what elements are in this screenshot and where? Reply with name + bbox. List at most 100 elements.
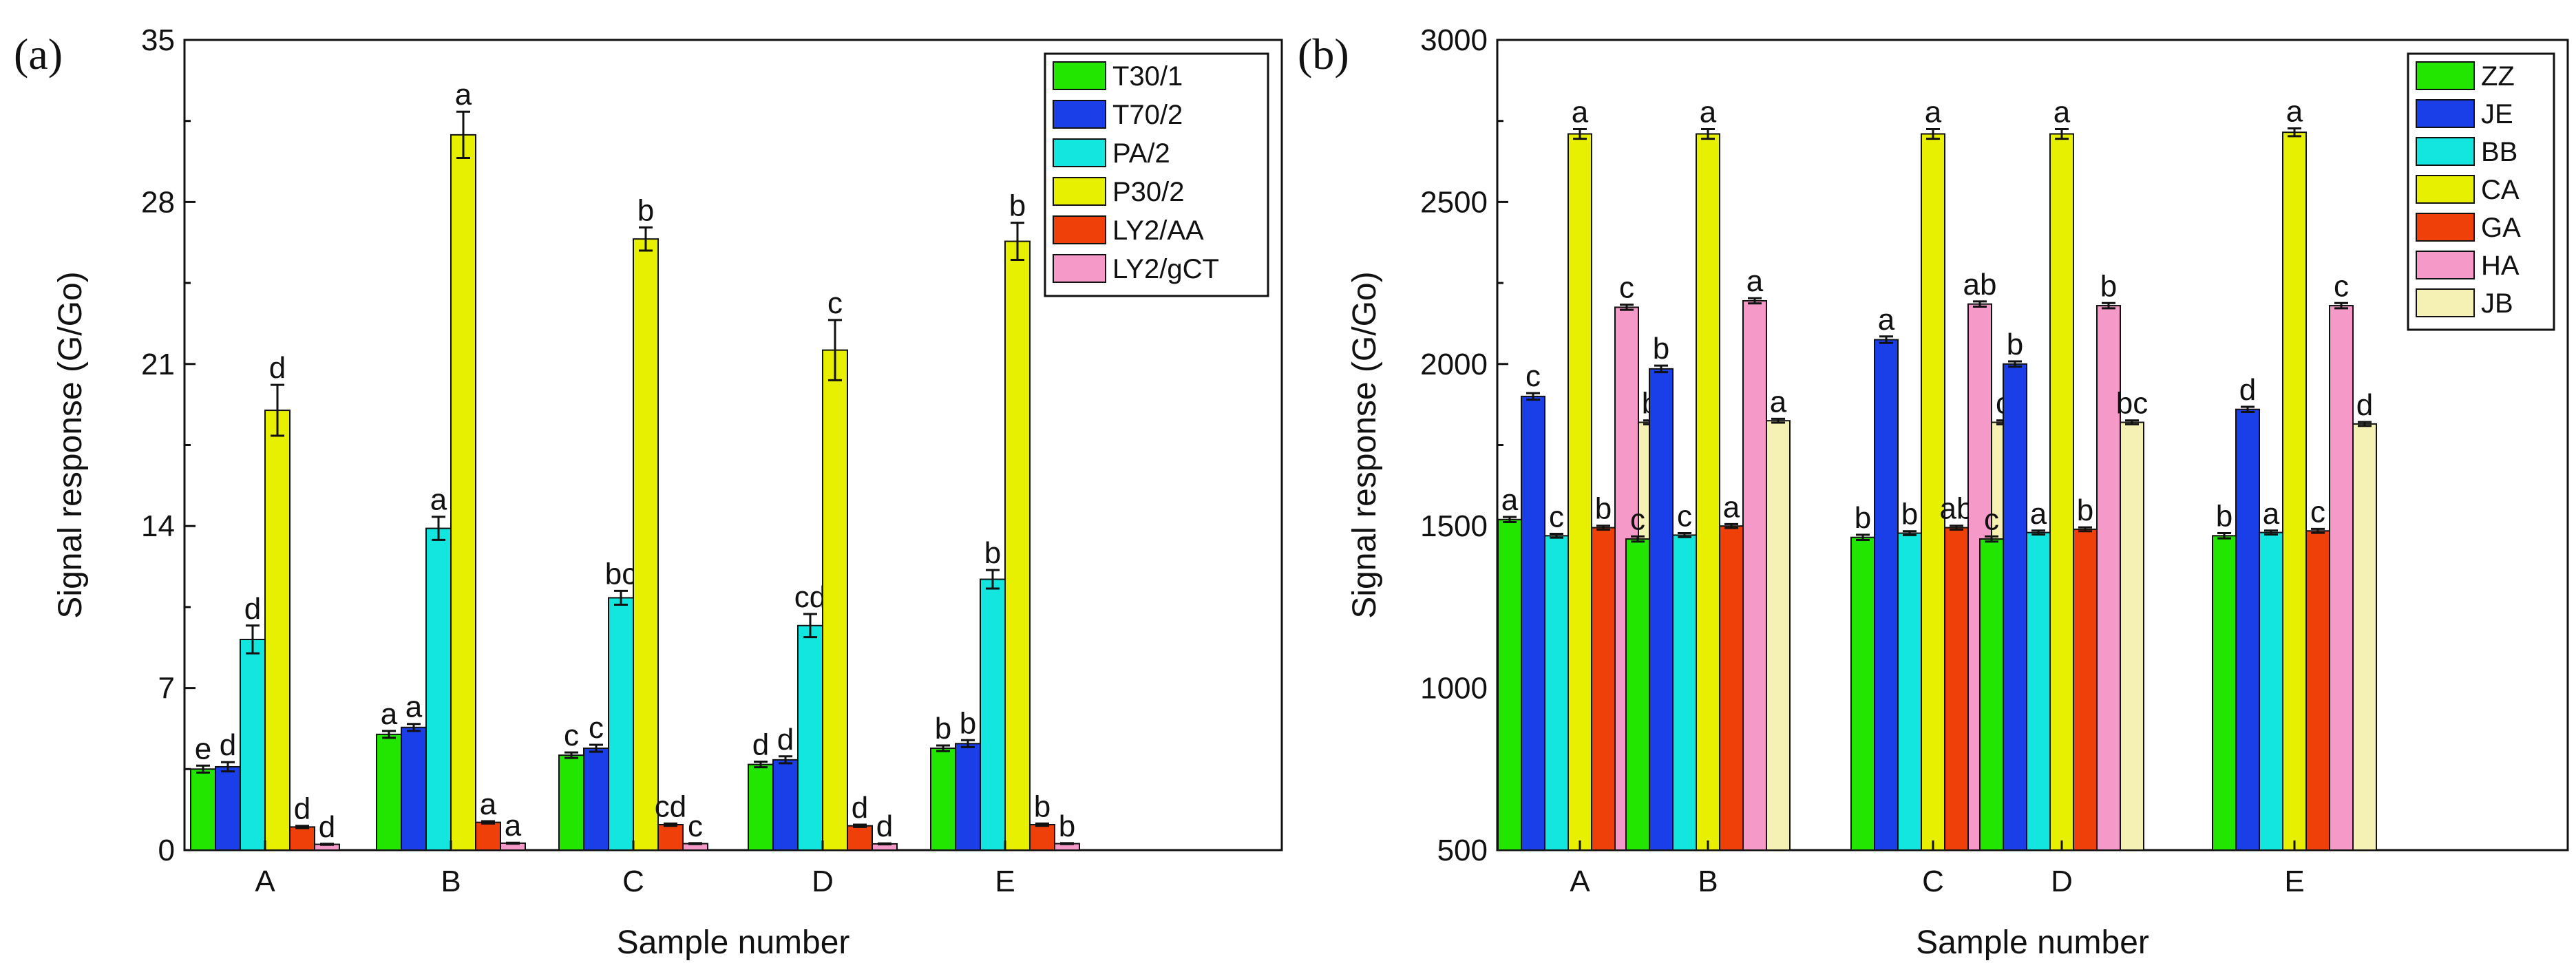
significance-letter: b: [1901, 498, 1918, 531]
significance-letter: c: [589, 711, 604, 745]
bar: [2235, 408, 2260, 851]
bar: [822, 349, 848, 851]
bar: [980, 578, 1006, 851]
bar: [657, 824, 684, 851]
y-axis-label: Signal response (G/Go): [1347, 271, 1383, 618]
significance-letter: cd: [794, 580, 826, 614]
bar: [2259, 531, 2283, 851]
significance-letter: d: [2239, 373, 2256, 407]
bar: [1897, 532, 1922, 851]
significance-letter: d: [294, 792, 310, 826]
panel-label: (b): [1298, 30, 1349, 78]
significance-letter: b: [1855, 501, 1871, 535]
bar: [1719, 525, 1744, 851]
significance-letter: b: [984, 536, 1001, 570]
bar: [772, 759, 799, 851]
significance-letter: c: [2310, 495, 2325, 529]
bar: [1649, 368, 1674, 851]
significance-letter: b: [1009, 189, 1026, 223]
legend-label: JE: [2481, 99, 2513, 129]
x-tick-label: B: [441, 865, 461, 898]
bar: [1029, 824, 1055, 851]
y-tick-label: 7: [158, 672, 175, 706]
bar: [2096, 305, 2121, 851]
significance-letter: c: [1549, 500, 1564, 533]
bar: [1567, 133, 1592, 851]
y-tick-label: 1500: [1420, 509, 1488, 543]
significance-letter: b: [2216, 500, 2232, 533]
x-tick-label: D: [812, 865, 834, 898]
bar: [2120, 421, 2144, 851]
bar: [289, 826, 315, 851]
significance-letter: a: [2286, 95, 2303, 129]
bar: [2049, 133, 2074, 851]
x-axis-label: Sample number: [1916, 924, 2149, 961]
significance-letter: c: [1630, 502, 1645, 536]
significance-letter: a: [480, 787, 497, 821]
bar: [2003, 363, 2027, 851]
x-axis-label: Sample number: [617, 924, 850, 961]
legend-label: CA: [2481, 175, 2520, 205]
x-tick-label: B: [1698, 865, 1718, 898]
bar: [264, 410, 291, 851]
bar: [1521, 395, 1545, 851]
significance-letter: a: [2054, 95, 2071, 129]
bar: [1591, 527, 1616, 851]
legend-swatch: [2416, 137, 2475, 166]
significance-letter: c: [2334, 269, 2349, 303]
x-tick-label: D: [2051, 865, 2073, 898]
significance-letter: ab: [1963, 268, 1997, 301]
significance-letter: b: [1034, 790, 1051, 823]
significance-letter: b: [1595, 492, 1612, 526]
significance-letter: e: [195, 732, 211, 765]
bar: [1874, 339, 1899, 851]
y-tick-label: 2500: [1420, 185, 1488, 219]
bar: [2212, 535, 2237, 851]
significance-letter: d: [876, 809, 893, 843]
y-tick-label: 35: [141, 23, 175, 57]
significance-letter: b: [960, 706, 976, 740]
y-tick-label: 500: [1437, 834, 1488, 867]
bar: [1850, 536, 1875, 851]
bar: [240, 638, 266, 851]
significance-letter: a: [1700, 95, 1717, 129]
bar: [190, 768, 216, 851]
significance-letter: c: [1619, 271, 1634, 305]
significance-letter: d: [752, 728, 769, 762]
legend-swatch: [1053, 177, 1106, 206]
y-tick-label: 14: [141, 509, 175, 543]
legend-label: LY2/AA: [1112, 215, 1204, 246]
legend-label: HA: [2481, 251, 2520, 281]
bar: [583, 748, 609, 851]
x-tick-label: C: [622, 865, 644, 898]
legend-swatch: [1053, 61, 1106, 90]
significance-letter: bc: [2116, 387, 2148, 421]
x-tick-label: A: [1570, 865, 1590, 898]
legend-label: PA/2: [1112, 138, 1170, 169]
bar: [1625, 538, 1650, 851]
significance-letter: c: [564, 719, 579, 752]
legend-label: GA: [2481, 213, 2521, 243]
y-tick-label: 3000: [1420, 23, 1488, 57]
panel-a: (a) 0 7 14 21 28 35 Sample number Signal respons…: [14, 23, 1283, 961]
bar: [847, 825, 873, 851]
x-tick-label: A: [255, 865, 275, 898]
significance-letter: bc: [605, 557, 637, 591]
significance-letter: d: [319, 810, 335, 844]
legend-label: JB: [2481, 288, 2513, 319]
legend-label: ZZ: [2481, 61, 2515, 92]
significance-letter: a: [2030, 497, 2047, 531]
significance-letter: c: [688, 809, 703, 843]
significance-letter: d: [244, 592, 261, 626]
bar: [376, 733, 402, 851]
legend-swatch: [2416, 175, 2475, 204]
significance-letter: c: [1525, 359, 1541, 393]
legend-label: T30/1: [1112, 61, 1183, 92]
bar: [1766, 420, 1791, 851]
bar: [608, 597, 634, 851]
significance-letter: a: [505, 809, 522, 843]
bar: [475, 821, 501, 851]
significance-letter: b: [935, 712, 951, 745]
bar: [1979, 538, 2004, 851]
bar: [797, 624, 823, 851]
